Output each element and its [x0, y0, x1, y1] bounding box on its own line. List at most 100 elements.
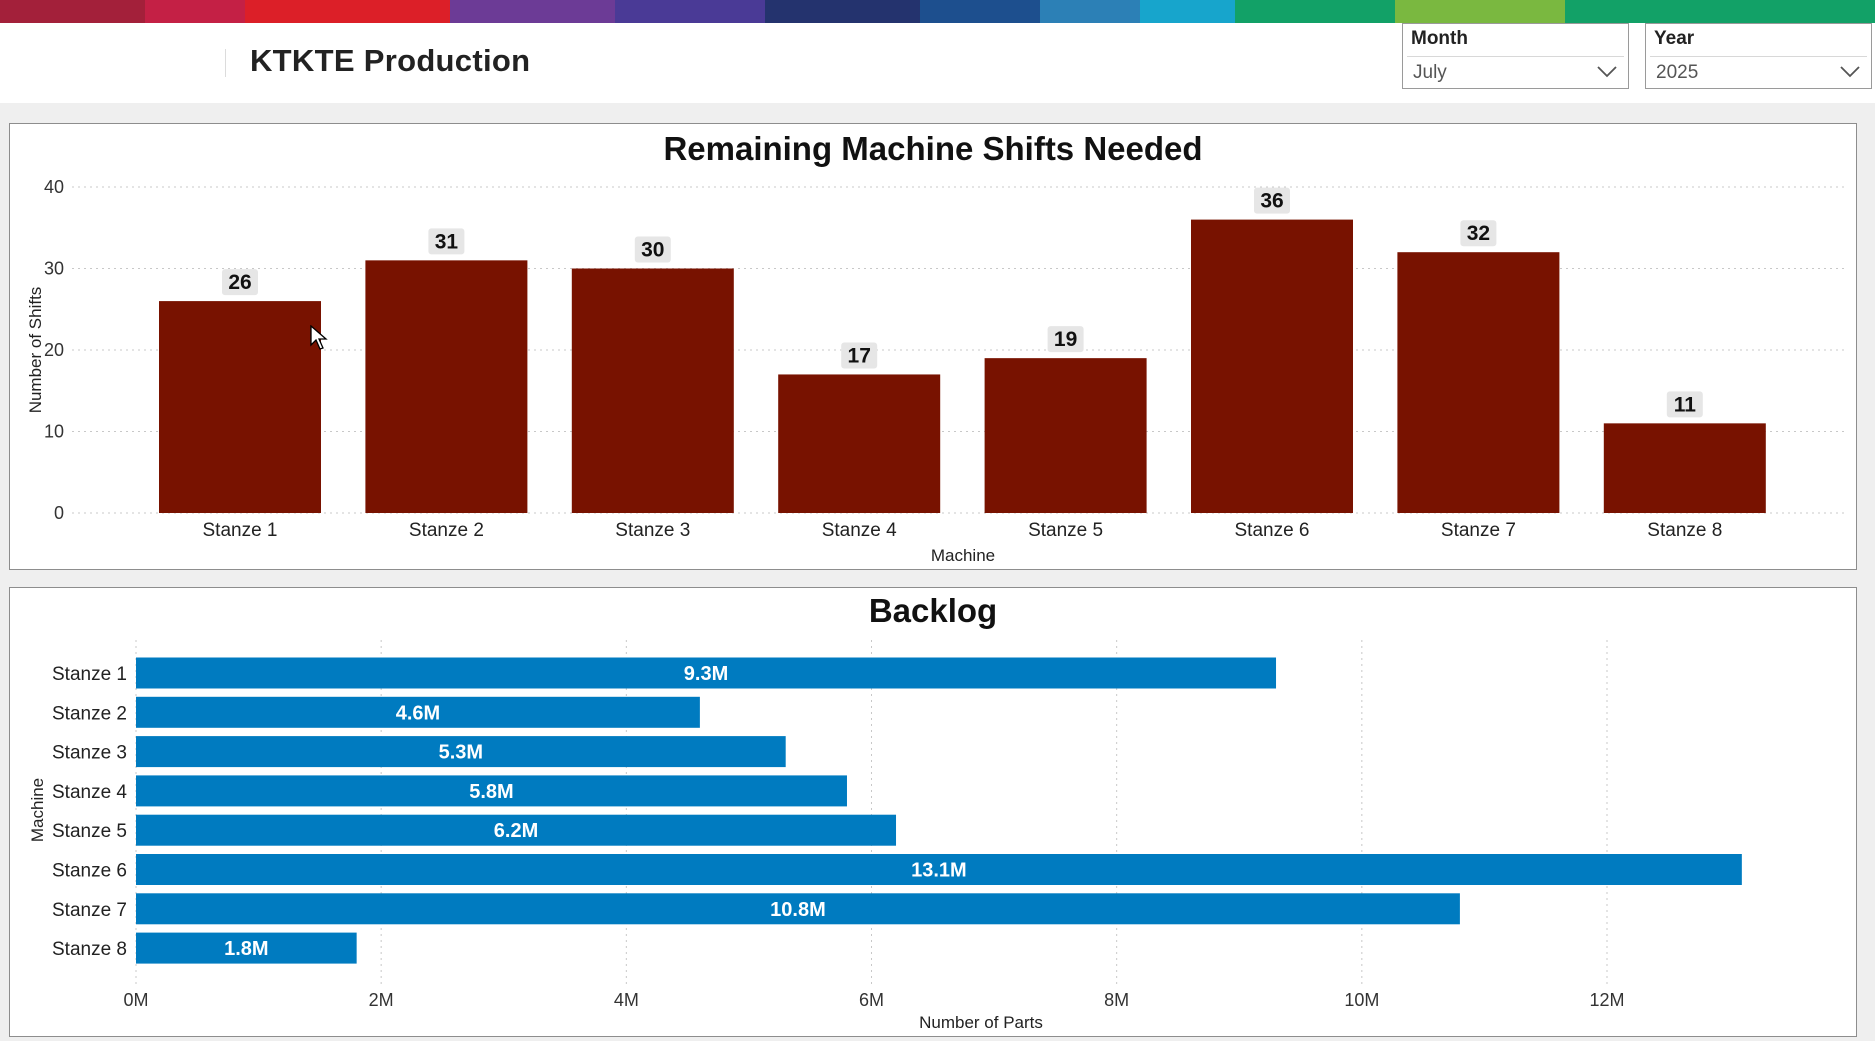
company-logo [22, 45, 212, 81]
shifts-data-label-bg [1666, 391, 1703, 418]
strip-segment [0, 0, 145, 23]
month-selected-value: July [1413, 62, 1447, 83]
backlog-y-tick-label: Stanze 7 [52, 900, 127, 921]
strip-segment [1140, 0, 1235, 23]
backlog-x-tick-label: 10M [1344, 990, 1379, 1010]
shifts-x-tick-label: Stanze 7 [1441, 520, 1516, 541]
shifts-data-label-bg [1460, 220, 1497, 247]
backlog-data-label: 5.3M [439, 742, 483, 764]
shifts-data-label-bg [222, 269, 258, 296]
backlog-bar-chart: Machine Number of Parts 0M 2M 4M 6M 8M 10M 12M… [28, 640, 1742, 1032]
strip-segment [765, 0, 920, 23]
shifts-bar[interactable] [984, 358, 1147, 513]
shifts-x-tick-label: Stanze 1 [203, 520, 278, 541]
shifts-chart-panel: Remaining Machine Shifts Needed Number o… [9, 123, 1857, 570]
month-slicer-label: Month [1411, 28, 1468, 49]
shifts-bar[interactable] [159, 301, 321, 513]
backlog-bar[interactable] [136, 775, 847, 807]
year-slicer[interactable]: Year 2025 [1645, 23, 1872, 89]
shifts-data-label-bg [1047, 326, 1084, 353]
strip-segment [245, 0, 450, 23]
backlog-data-label: 10.8M [770, 899, 826, 921]
backlog-x-axis-label: Number of Parts [919, 1013, 1043, 1032]
shifts-x-axis-label: Machine [931, 546, 995, 565]
backlog-bar[interactable] [136, 696, 700, 728]
shifts-bar[interactable] [1191, 219, 1353, 513]
strip-segment [145, 0, 245, 23]
year-dropdown[interactable]: 2025 [1650, 56, 1867, 86]
backlog-x-tick-label: 2M [369, 990, 394, 1010]
chevron-down-icon[interactable] [1596, 65, 1618, 79]
year-selected-value: 2025 [1656, 62, 1699, 83]
shifts-data-label: 19 [1054, 328, 1077, 351]
shifts-x-tick-label: Stanze 3 [615, 520, 690, 541]
shifts-bar[interactable] [1603, 423, 1766, 513]
shifts-data-label-bg [428, 228, 465, 255]
backlog-y-tick-label: Stanze 5 [52, 821, 127, 842]
backlog-y-tick-label: Stanze 6 [52, 861, 127, 882]
month-dropdown[interactable]: July [1407, 56, 1624, 86]
shifts-y-tick-label: 40 [44, 177, 64, 197]
backlog-x-tick-label: 4M [614, 990, 639, 1010]
shifts-y-tick-label: 0 [54, 503, 64, 523]
shifts-data-label: 31 [435, 230, 459, 253]
shifts-bar[interactable] [365, 260, 528, 513]
shifts-data-label: 32 [1467, 222, 1490, 245]
backlog-data-label: 9.3M [684, 663, 728, 685]
strip-segment [1040, 0, 1140, 23]
shifts-y-axis-label: Number of Shifts [26, 287, 45, 414]
shifts-bar-chart: Number of Shifts Machine 0 10 20 30 40 26 Stan… [26, 177, 1846, 565]
backlog-data-label: 5.8M [469, 781, 513, 803]
shifts-x-tick-label: Stanze 2 [409, 520, 484, 541]
backlog-x-tick-label: 8M [1104, 990, 1129, 1010]
backlog-data-label: 1.8M [224, 938, 268, 960]
shifts-data-label: 26 [228, 271, 251, 294]
backlog-x-tick-label: 6M [859, 990, 884, 1010]
strip-segment [1235, 0, 1395, 23]
page-title: KTKTE Production [250, 43, 531, 78]
shifts-y-tick-label: 20 [44, 340, 64, 360]
backlog-x-tick-label: 12M [1589, 990, 1624, 1010]
report-header: KTKTE Production Month July Year 2025 [0, 23, 1875, 103]
month-slicer[interactable]: Month July [1402, 23, 1629, 89]
shifts-bar[interactable] [571, 268, 734, 514]
mouse-cursor-icon [310, 325, 328, 350]
strip-segment [1395, 0, 1565, 23]
backlog-y-tick-label: Stanze 3 [52, 743, 127, 764]
brand-color-strip [0, 0, 1875, 23]
shifts-data-label-bg [841, 342, 878, 369]
backlog-bar[interactable] [136, 814, 897, 846]
strip-segment [1565, 0, 1875, 23]
shifts-bar[interactable] [1397, 252, 1560, 513]
shifts-y-tick-label: 30 [44, 259, 64, 279]
backlog-y-tick-label: Stanze 2 [52, 703, 127, 724]
shifts-bar[interactable] [778, 374, 941, 513]
backlog-y-tick-label: Stanze 8 [52, 939, 127, 960]
backlog-bar[interactable] [136, 893, 1460, 925]
strip-segment [920, 0, 1040, 23]
shifts-data-label-bg [634, 236, 671, 263]
backlog-chart-title: Backlog [868, 592, 998, 629]
backlog-y-tick-label: Stanze 4 [52, 782, 127, 803]
backlog-chart-panel: Backlog Machine Number of Parts 0M 2M 4M 6M… [9, 587, 1857, 1037]
shifts-y-tick-label: 10 [44, 422, 64, 442]
backlog-y-tick-label: Stanze 1 [52, 664, 127, 685]
shifts-data-label: 30 [641, 239, 664, 262]
backlog-bar[interactable] [136, 736, 786, 768]
header-divider [225, 49, 226, 77]
backlog-data-label: 13.1M [911, 860, 967, 882]
chevron-down-icon[interactable] [1839, 65, 1861, 79]
backlog-x-tick-label: 0M [123, 990, 148, 1010]
shifts-data-label: 17 [848, 344, 871, 367]
shifts-data-label: 11 [1674, 393, 1697, 416]
strip-segment [615, 0, 765, 23]
backlog-data-label: 6.2M [494, 820, 538, 842]
backlog-bar[interactable] [136, 657, 1277, 689]
shifts-x-tick-label: Stanze 8 [1647, 520, 1722, 541]
shifts-data-label-bg [1254, 187, 1290, 214]
shifts-data-label: 36 [1260, 190, 1283, 213]
backlog-bar[interactable] [136, 932, 357, 964]
shifts-chart-title: Remaining Machine Shifts Needed [663, 130, 1203, 167]
backlog-bar[interactable] [136, 854, 1742, 885]
shifts-x-tick-label: Stanze 4 [822, 520, 897, 541]
